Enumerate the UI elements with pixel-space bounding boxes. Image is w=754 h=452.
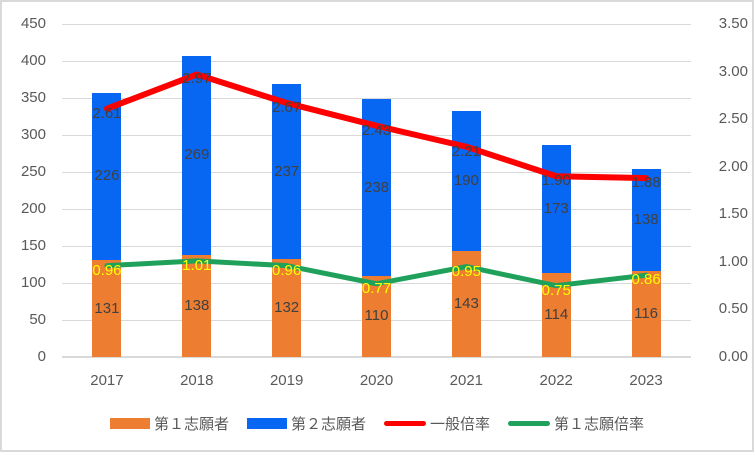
- y-left-tick-label: 400: [20, 52, 46, 69]
- x-tick-label: 2017: [90, 372, 124, 389]
- line-data-label: 2.61: [92, 104, 122, 122]
- line-data-label: 1.90: [541, 172, 571, 190]
- bar-data-label: 269: [184, 146, 210, 164]
- y-right-tick-label: 0.00: [718, 348, 748, 365]
- y-left-tick-label: 300: [20, 126, 46, 143]
- x-tick-label: 2021: [449, 372, 484, 389]
- bar-data-label: 138: [633, 211, 659, 229]
- x-tick-label: 2020: [359, 372, 394, 389]
- line-data-label: 0.96: [272, 261, 302, 279]
- bar-data-label: 226: [94, 167, 120, 185]
- line-data-label: 1.01: [182, 256, 212, 274]
- bar-data-label: 190: [453, 171, 479, 189]
- legend-label: 第２志願者: [290, 415, 366, 433]
- bar-segment-第２志願者: [631, 169, 661, 272]
- legend-swatch-line: [384, 420, 426, 426]
- legend-item: 第２志願者: [246, 413, 366, 434]
- line-data-label: 0.77: [361, 279, 392, 297]
- y-right-tick-label: 3.50: [718, 15, 748, 32]
- y-left-tick-label: 150: [20, 237, 46, 254]
- line-data-label: 2.67: [272, 98, 302, 116]
- line-data-label: 2.43: [361, 121, 392, 139]
- y-left-tick-label: 0: [37, 348, 46, 365]
- bar-data-label: 131: [94, 299, 120, 317]
- y-left-tick-label: 350: [20, 89, 46, 106]
- bar-data-label: 143: [453, 295, 479, 313]
- legend-swatch-line: [508, 420, 551, 426]
- gridline: [62, 24, 691, 25]
- legend-label: 第１志願者: [153, 415, 229, 433]
- bar-segment-第１志願者: [362, 275, 391, 357]
- gridline: [62, 61, 691, 62]
- legend-item: 第１志願者: [109, 413, 229, 434]
- y-left-tick-label: 450: [20, 15, 46, 32]
- line-data-label: 2.97: [182, 70, 212, 88]
- y-left-tick-label: 250: [20, 163, 46, 180]
- legend-label: 一般倍率: [430, 415, 491, 433]
- bar-data-label: 110: [364, 307, 389, 325]
- x-tick-label: 2018: [180, 372, 214, 389]
- bar-data-label: 132: [274, 299, 300, 317]
- line-data-label: 0.75: [541, 281, 571, 299]
- line-data-label: 1.88: [631, 174, 661, 192]
- legend-swatch-bar: [246, 417, 287, 429]
- line-data-label: 0.86: [631, 271, 661, 289]
- line-data-label: 0.96: [92, 261, 122, 279]
- bar-data-label: 114: [544, 305, 569, 323]
- bar-data-label: 237: [274, 162, 300, 180]
- x-tick-label: 2019: [269, 372, 304, 389]
- bar-data-label: 238: [363, 178, 390, 196]
- x-tick-label: 2023: [629, 372, 663, 389]
- legend-item: 第１志願倍率: [508, 413, 644, 434]
- y-right-tick-label: 1.00: [718, 252, 748, 270]
- y-right-tick-label: 2.50: [718, 110, 748, 128]
- line-data-label: 2.21: [451, 142, 481, 160]
- y-right-tick-label: 3.00: [718, 62, 748, 80]
- legend: 第１志願者 第２志願者 一般倍率 第１志願倍率: [2, 408, 752, 438]
- legend-swatch-bar: [109, 417, 150, 429]
- bar-data-label: 173: [543, 199, 569, 217]
- line-data-label: 0.95: [451, 262, 481, 280]
- y-left-tick-label: 200: [20, 200, 46, 217]
- y-right-tick-label: 1.50: [718, 205, 748, 223]
- legend-item: 一般倍率: [384, 413, 490, 434]
- y-left-tick-label: 100: [20, 274, 46, 291]
- y-left-tick-label: 50: [29, 311, 46, 328]
- y-right-tick-label: 0.50: [718, 300, 748, 318]
- y-right-tick-label: 2.00: [718, 157, 748, 175]
- x-axis-line: [62, 356, 691, 358]
- legend-label: 第１志願倍率: [554, 415, 645, 433]
- bar-data-label: 138: [184, 296, 210, 314]
- x-tick-label: 2022: [539, 372, 573, 389]
- bar-data-label: 116: [634, 305, 659, 323]
